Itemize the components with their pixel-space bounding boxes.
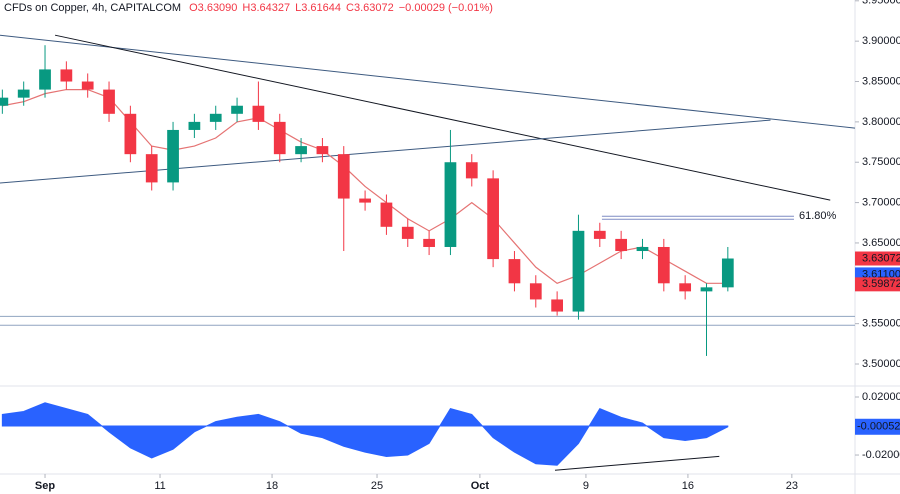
candle-body <box>60 69 73 82</box>
price-badge-label: 3.59872 <box>862 278 900 290</box>
price-badge-label: 3.61100 <box>862 268 900 280</box>
price-badge-label: 3.63072 <box>862 252 900 264</box>
header: CFDs on Copper, 4h, CAPITALCOM O3.63090 H3… <box>4 2 493 14</box>
x-tick-label: Sep <box>35 480 55 492</box>
y-tick-label: 3.55000 <box>862 318 900 330</box>
low: L3.61644 <box>295 2 341 14</box>
candle-body <box>145 154 158 183</box>
trendline <box>0 119 771 184</box>
candle-body <box>380 202 393 227</box>
y-tick-label: 3.90000 <box>862 35 900 47</box>
candle-body <box>551 299 563 312</box>
y2-tick-label: 0.02000 <box>862 391 900 403</box>
candle-body <box>508 259 521 284</box>
candle-body <box>17 89 30 98</box>
candle-body <box>124 113 137 155</box>
candle-body <box>252 105 265 122</box>
y-tick-label: 3.80000 <box>862 116 900 128</box>
x-tick-label: 25 <box>371 480 383 492</box>
candle-body <box>401 226 414 239</box>
y-tick-label: 3.50000 <box>862 358 900 370</box>
y-tick-label: 3.95000 <box>862 0 900 7</box>
candle-body <box>167 129 179 183</box>
candle-body <box>657 246 670 284</box>
candle-body <box>636 246 649 252</box>
candle-body <box>721 258 734 288</box>
oscillator-badge <box>855 418 900 435</box>
fib-label: 61.80% <box>799 210 837 222</box>
open: O3.63090 <box>189 2 237 14</box>
x-tick-label: 11 <box>154 480 165 492</box>
candle-body <box>316 146 329 155</box>
candle-body <box>188 121 201 130</box>
candle-body <box>231 105 243 114</box>
x-tick-label: 18 <box>266 480 278 492</box>
candle-body <box>359 198 371 203</box>
candle-body <box>81 81 94 90</box>
oscillator-trendline <box>554 455 720 471</box>
candle-body <box>487 178 499 260</box>
candle-body <box>209 113 222 122</box>
candle-body <box>0 97 9 106</box>
y-tick-label: 3.85000 <box>862 75 900 87</box>
candle-body <box>593 230 606 239</box>
y-tick-label: 3.70000 <box>862 196 900 208</box>
oscillator-area <box>1 402 729 466</box>
trendline <box>54 34 831 201</box>
candle-body <box>465 162 478 179</box>
candle-body <box>529 283 542 300</box>
candle-body <box>337 154 350 199</box>
trendline <box>0 34 856 129</box>
oscillator-badge-label: -0.00052 <box>857 421 900 433</box>
y-tick-label: 3.65000 <box>862 237 900 249</box>
y2-tick-label: -0.02000 <box>862 449 900 461</box>
price-badge <box>855 251 900 266</box>
candle-body <box>103 89 115 114</box>
symbol: CFDs on Copper, 4h, CAPITALCOM <box>4 2 181 14</box>
change: −0.00029 (−0.01%) <box>399 2 493 14</box>
candle-body <box>39 69 51 90</box>
candle-body <box>679 283 692 292</box>
y-tick-label: 3.75000 <box>862 156 900 168</box>
x-tick-label: 9 <box>583 480 589 492</box>
moving-average <box>2 88 728 284</box>
x-tick-label: 16 <box>682 480 694 492</box>
candle-body <box>444 162 457 247</box>
price-badge <box>855 277 900 292</box>
high: H3.64327 <box>242 2 290 14</box>
x-tick-label: Oct <box>471 480 490 492</box>
candle-body <box>700 287 713 292</box>
candle-body <box>615 238 628 252</box>
candle-body <box>572 230 585 312</box>
candle-body <box>273 121 286 155</box>
candle-body <box>295 146 307 155</box>
x-tick-label: 23 <box>786 480 798 492</box>
close: C3.63072 <box>346 2 394 14</box>
candle-body <box>423 238 435 247</box>
